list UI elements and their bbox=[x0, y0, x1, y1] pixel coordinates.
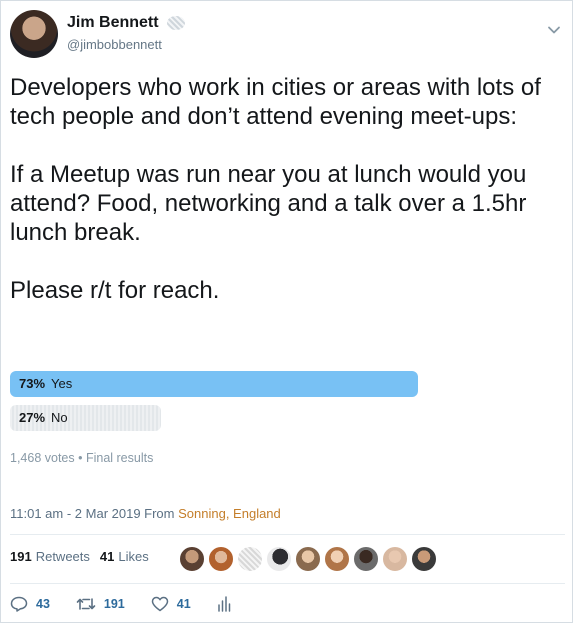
poll-bar-yes bbox=[10, 371, 418, 397]
poll: 73% Yes 27% No bbox=[10, 371, 566, 439]
location-link[interactable]: Sonning, England bbox=[178, 506, 281, 521]
retweet-icon bbox=[76, 598, 96, 610]
retweet-count: 191 bbox=[103, 597, 125, 611]
poll-bar-no bbox=[10, 405, 161, 431]
like-count: 41 bbox=[176, 597, 191, 611]
engagement-stats: 191 Retweets 41 Likes bbox=[10, 549, 159, 564]
poll-label-no: 27% No bbox=[19, 405, 68, 431]
divider bbox=[10, 583, 565, 584]
retweets-count[interactable]: 191 bbox=[10, 549, 32, 564]
poll-label-yes: 73% Yes bbox=[19, 371, 72, 397]
poll-percent-yes: 73% bbox=[19, 376, 46, 391]
tweet-text: Developers who work in cities or areas w… bbox=[10, 74, 541, 304]
poll-meta: 1,468 votes • Final results bbox=[10, 451, 154, 465]
tweet-actions: 43 191 41 bbox=[10, 596, 265, 612]
liker-avatars bbox=[179, 546, 440, 572]
display-name[interactable]: Jim Bennett bbox=[67, 14, 159, 31]
liker-avatar[interactable] bbox=[353, 546, 379, 572]
reply-count: 43 bbox=[36, 597, 50, 611]
liker-avatar[interactable] bbox=[237, 546, 263, 572]
tweet-timestamp: 11:01 am - 2 Mar 2019 From Sonning, Engl… bbox=[10, 506, 281, 521]
retweet-button[interactable]: 191 bbox=[76, 596, 125, 612]
poll-percent-no: 27% bbox=[19, 410, 46, 425]
user-handle[interactable]: @jimbobbennett bbox=[67, 37, 162, 52]
verified-badge-icon bbox=[166, 16, 185, 30]
analytics-button[interactable] bbox=[217, 596, 239, 612]
liker-avatar[interactable] bbox=[324, 546, 350, 572]
liker-avatar[interactable] bbox=[295, 546, 321, 572]
liker-avatar[interactable] bbox=[382, 546, 408, 572]
likes-count[interactable]: 41 bbox=[99, 549, 115, 564]
retweets-label[interactable]: Retweets bbox=[35, 549, 90, 564]
liker-avatar[interactable] bbox=[179, 546, 205, 572]
heart-icon bbox=[151, 596, 169, 612]
liker-avatar[interactable] bbox=[208, 546, 234, 572]
poll-option-label-no: No bbox=[51, 410, 68, 425]
poll-option-label-yes: Yes bbox=[51, 376, 73, 391]
poll-option-no: 27% No bbox=[10, 405, 566, 431]
like-button[interactable]: 41 bbox=[151, 596, 191, 612]
name-row: Jim Bennett bbox=[67, 14, 185, 32]
tweet-time-date[interactable]: 11:01 am - 2 Mar 2019 From bbox=[10, 506, 175, 521]
reply-button[interactable]: 43 bbox=[10, 596, 50, 612]
liker-avatar[interactable] bbox=[411, 546, 437, 572]
chevron-down-icon[interactable] bbox=[547, 23, 561, 37]
reply-icon bbox=[10, 596, 28, 612]
divider bbox=[10, 534, 565, 535]
likes-label[interactable]: Likes bbox=[118, 549, 149, 564]
avatar[interactable] bbox=[10, 10, 58, 58]
liker-avatar[interactable] bbox=[266, 546, 292, 572]
analytics-icon bbox=[217, 596, 230, 612]
poll-option-yes: 73% Yes bbox=[10, 371, 566, 397]
